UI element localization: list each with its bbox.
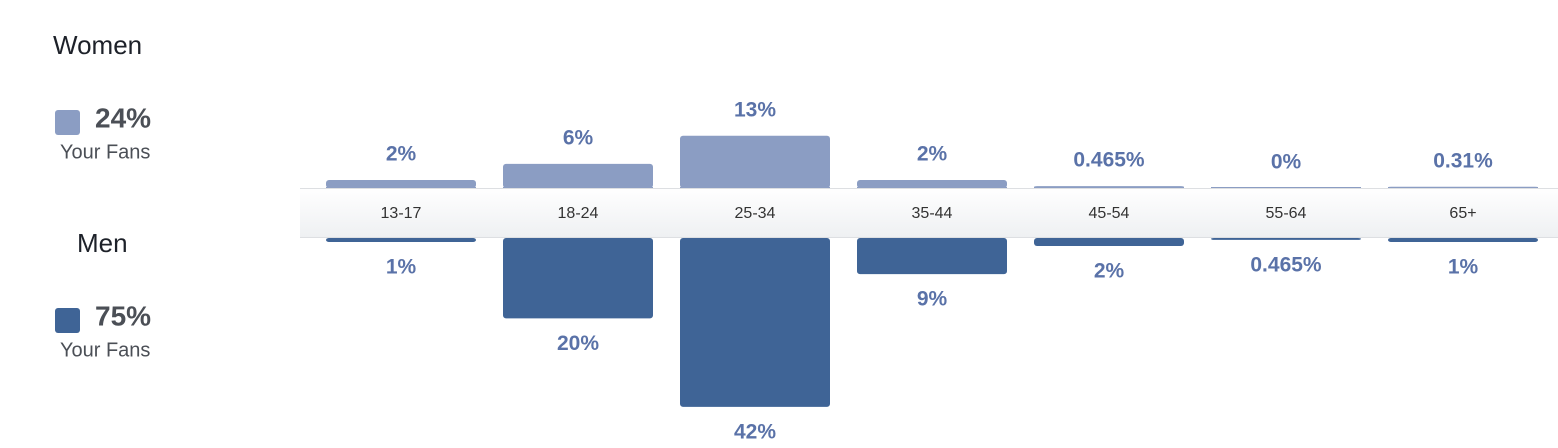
bar	[857, 179, 1007, 188]
x-tick-label: 65+	[1449, 205, 1476, 222]
legend-swatch	[55, 110, 80, 135]
bar	[503, 163, 653, 188]
x-tick-label: 55-64	[1266, 205, 1307, 222]
value-label: 0.465%	[1250, 253, 1322, 276]
bar	[326, 238, 476, 243]
value-label: 0.31%	[1433, 149, 1493, 172]
legend-swatch	[55, 308, 80, 333]
x-tick-label: 18-24	[558, 205, 599, 222]
bar	[326, 179, 476, 188]
bar	[680, 238, 830, 407]
x-tick-label: 25-34	[735, 205, 776, 222]
value-label: 0%	[1271, 151, 1302, 174]
value-label: 2%	[917, 143, 948, 166]
legend-note: Your Fans	[60, 339, 150, 361]
value-label: 1%	[386, 256, 417, 279]
value-label: 2%	[386, 143, 417, 166]
value-label: 1%	[1448, 256, 1479, 279]
value-label: 6%	[563, 126, 594, 149]
legend-share: 75%	[95, 300, 151, 331]
x-tick-label: 45-54	[1089, 205, 1130, 222]
legend-name: Men	[77, 228, 128, 258]
bar	[1034, 238, 1184, 247]
bar	[1034, 186, 1184, 188]
legend-share: 24%	[95, 102, 151, 133]
bar	[1211, 238, 1361, 240]
x-tick-label: 13-17	[381, 205, 422, 222]
category-band	[300, 188, 1558, 238]
value-label: 20%	[557, 332, 599, 355]
value-label: 13%	[734, 98, 776, 121]
x-tick-label: 35-44	[912, 205, 953, 222]
bar	[1388, 186, 1538, 188]
value-label: 0.465%	[1073, 149, 1145, 172]
bar	[857, 238, 1007, 275]
legend-note: Your Fans	[60, 141, 150, 163]
bar	[680, 135, 830, 188]
legend-name: Women	[53, 30, 142, 60]
bar	[1388, 238, 1538, 243]
value-label: 2%	[1094, 260, 1125, 283]
value-label: 9%	[917, 288, 948, 311]
bar	[503, 238, 653, 319]
value-label: 42%	[734, 420, 776, 443]
